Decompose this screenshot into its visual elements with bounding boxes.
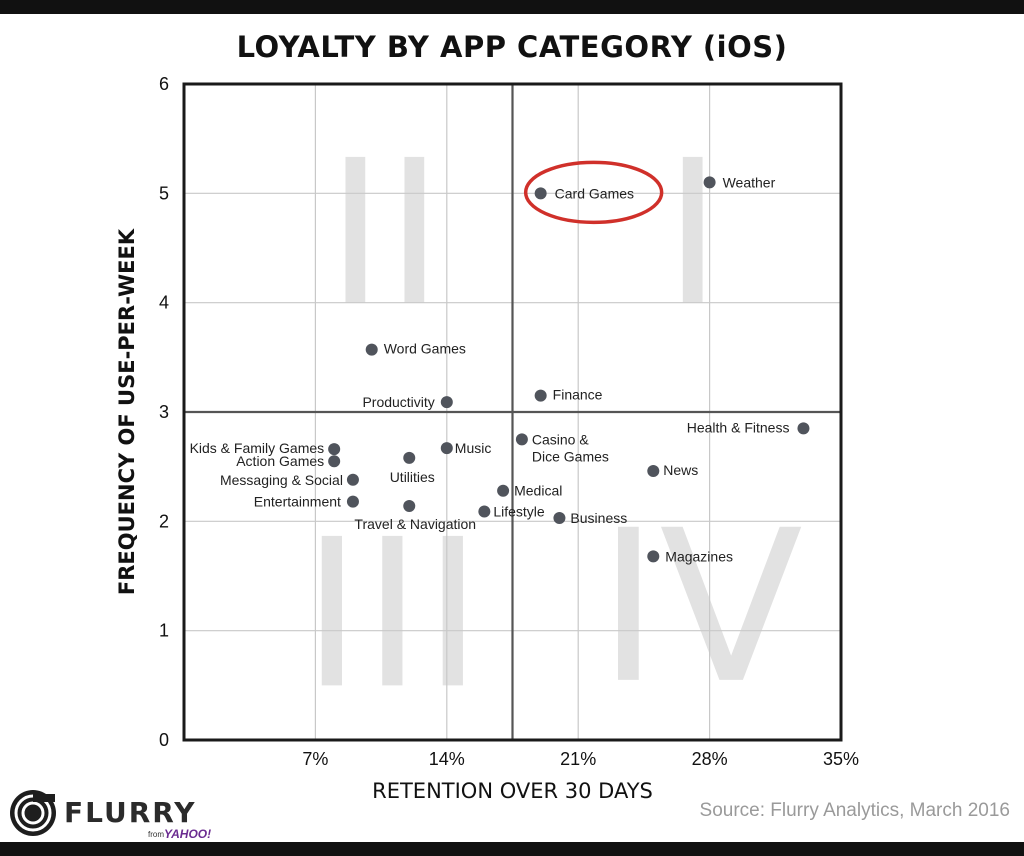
point-label-casino-and-dice-games-line1: Casino & (532, 431, 589, 447)
point-label-medical: Medical (514, 483, 562, 499)
data-point-magazines (647, 550, 660, 563)
quadrant-label-3: III (302, 496, 483, 734)
point-label-health-and-fitness: Health & Fitness (687, 419, 790, 435)
point-label-lifestyle: Lifestyle (493, 503, 545, 519)
brand-sub-from: from (148, 830, 164, 839)
source-note: Source: Flurry Analytics, March 2016 (699, 800, 1010, 821)
data-point-action-games (328, 455, 341, 468)
data-point-word-games (365, 343, 378, 356)
x-tick-label: 28% (692, 749, 728, 769)
point-label-utilities: Utilities (390, 469, 435, 485)
y-tick-label: 5 (159, 183, 169, 203)
data-point-utilities (403, 451, 416, 464)
point-label-business: Business (570, 510, 627, 526)
x-tick-label: 14% (429, 749, 465, 769)
data-point-medical (497, 484, 510, 497)
y-tick-label: 4 (159, 293, 169, 313)
point-label-word-games: Word Games (384, 341, 466, 357)
bottom-border-bar (0, 842, 1024, 856)
quadrant-label-2: II (326, 118, 444, 351)
data-point-kids-and-family-games (328, 443, 341, 456)
point-label-magazines: Magazines (665, 548, 733, 564)
data-point-travel-and-navigation (403, 500, 416, 513)
point-label-finance: Finance (553, 387, 603, 403)
plot-frame (182, 82, 843, 742)
point-label-card-games: Card Games (555, 185, 634, 201)
x-tick-label: 7% (302, 749, 328, 769)
data-point-news (647, 465, 660, 478)
point-label-entertainment: Entertainment (254, 494, 341, 510)
data-point-business (553, 512, 566, 525)
data-point-weather (703, 176, 716, 189)
flurry-logo: FLURRY from YAHOO! (6, 786, 226, 842)
point-label-messaging-and-social: Messaging & Social (220, 472, 343, 488)
data-point-health-and-fitness (797, 422, 810, 435)
flurry-brand-text: FLURRY (64, 796, 197, 829)
x-tick-label: 21% (560, 749, 596, 769)
data-point-lifestyle (478, 505, 491, 518)
yahoo-brand-text: YAHOO! (164, 827, 211, 841)
y-tick-label: 3 (159, 402, 169, 422)
point-label-weather: Weather (723, 174, 776, 190)
point-label-travel-and-navigation: Travel & Navigation (354, 516, 476, 532)
point-label-action-games: Action Games (236, 453, 324, 469)
point-label-news: News (663, 462, 698, 478)
y-axis-title: FREQUENCY OF USE-PER-WEEK (115, 228, 139, 595)
y-tick-label: 6 (159, 74, 169, 94)
data-point-productivity (440, 396, 453, 409)
point-label-casino-and-dice-games-line2: Dice Games (532, 448, 609, 464)
point-label-kids-and-family-games: Kids & Family Games (190, 440, 325, 456)
x-tick-label: 35% (823, 749, 859, 769)
y-tick-label: 2 (159, 511, 169, 531)
y-tick-label: 1 (159, 621, 169, 641)
data-point-entertainment (346, 495, 359, 508)
quadrant-label-1: I (663, 118, 722, 351)
chart-title: LOYALTY BY APP CATEGORY (iOS) (236, 30, 788, 64)
x-axis-title: RETENTION OVER 30 DAYS (372, 779, 653, 803)
top-border-bar (0, 0, 1024, 14)
y-tick-label: 0 (159, 730, 169, 750)
point-label-productivity: Productivity (362, 394, 434, 410)
data-point-card-games (534, 187, 547, 200)
quadrant-label-4: IV (597, 485, 803, 730)
data-point-messaging-and-social (346, 473, 359, 486)
data-point-finance (534, 389, 547, 402)
point-label-music: Music (455, 440, 492, 456)
highlight-ring (523, 160, 664, 225)
flurry-swirl-icon (10, 790, 56, 836)
data-point-casino-and-dice-games (515, 433, 528, 446)
data-point-music (440, 442, 453, 455)
